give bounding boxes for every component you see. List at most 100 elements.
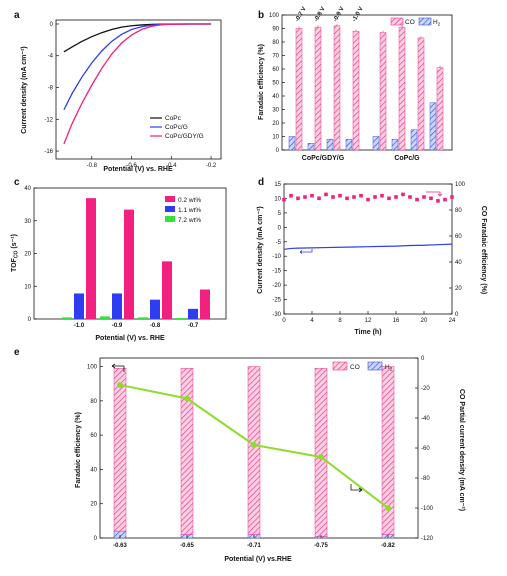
d-fe-point <box>429 196 433 201</box>
e-partial-current-point <box>117 382 123 388</box>
d-fe-point <box>296 196 300 201</box>
b-bar-h2 <box>429 102 437 151</box>
c-ytick-label: 30 <box>24 219 31 225</box>
c-ytick-label: 40 <box>24 186 31 192</box>
legend-swatch-7.2wt <box>165 216 175 222</box>
panel-b-y-ticks: 0 10 20 30 40 50 60 70 80 90 100 <box>269 13 285 154</box>
c-bar-0.2wt <box>86 198 96 319</box>
panel-e-label: e <box>14 347 20 358</box>
e-ytick-right-label: -120 <box>421 536 434 542</box>
b-potential-label: -0.9 V <box>333 6 346 23</box>
b-bar-co <box>295 28 303 151</box>
b-bar-h2 <box>372 136 380 151</box>
b-ytick-label: 60 <box>272 67 279 73</box>
arrow-right-axis-e <box>350 484 362 491</box>
a-xtick-label: -0.6 <box>126 163 137 169</box>
d-current-density-line <box>283 243 453 250</box>
d-fe-point <box>317 196 321 201</box>
panel-c-x-axis-label: Potential (V) vs. RHE <box>95 335 165 342</box>
e-ytick-label: 0 <box>94 536 98 542</box>
e-xtick-label: -0.65 <box>180 543 194 549</box>
panel-e-y-axis-label: Faradaic efficiency (%) <box>75 412 82 488</box>
d-ytick-label: -5 <box>276 240 282 246</box>
d-fe-point <box>359 193 363 198</box>
d-ytick-label: -20 <box>272 283 281 289</box>
arrow-right-axis <box>426 191 441 196</box>
b-ytick-label: 50 <box>272 81 279 87</box>
e-xtick-label: -0.71 <box>247 543 261 549</box>
e-ytick-label: 100 <box>87 365 98 371</box>
d-ytick-right-label: 80 <box>455 208 462 214</box>
b-ytick-label: 80 <box>272 40 279 46</box>
panel-b-y-axis-label: Faradaic efficiency (%) <box>258 44 265 120</box>
d-xtick-label: 20 <box>421 318 428 324</box>
panel-d-y-axis-label: Current density (mA cm⁻²) <box>257 206 264 293</box>
d-fe-point <box>366 197 370 202</box>
e-ytick-right-label: -100 <box>421 506 434 512</box>
panel-b-frame <box>281 14 453 151</box>
a-ytick-label: 0 <box>50 22 54 28</box>
d-ytick-label: 15 <box>274 182 281 188</box>
panel-a-label: a <box>14 10 20 21</box>
a-xtick-label: -0.2 <box>206 163 217 169</box>
d-fe-point <box>450 195 454 199</box>
panel-a-y-ticks: 0 -4 -8 -12 -16 <box>44 22 59 155</box>
a-ytick-label: -12 <box>44 117 53 123</box>
d-fe-point <box>338 193 342 198</box>
b-ytick-label: 10 <box>272 135 279 141</box>
panel-b-bars <box>288 23 444 151</box>
d-ytick-label: -15 <box>272 269 281 275</box>
a-ytick-label: -4 <box>48 54 54 60</box>
c-bar-7.2wt <box>176 318 186 319</box>
d-fe-point <box>422 195 426 199</box>
panel-c-bars: -1.0 -0.9 -0.8 -0.7 <box>62 198 210 329</box>
d-ytick-label: 0 <box>278 225 282 231</box>
c-xtick-label: -0.9 <box>112 323 123 329</box>
e-partial-current-point <box>251 442 257 448</box>
panel-e-y-axis-label-right: CO Partial current density (mA cm⁻²) <box>458 389 465 511</box>
d-fe-point <box>303 195 307 199</box>
e-bar-co <box>247 366 261 535</box>
legend-h2-e: H2 <box>385 364 393 372</box>
b-bar-h2 <box>326 138 334 151</box>
e-partial-current-point <box>385 505 391 511</box>
a-ytick-label: -16 <box>44 149 53 155</box>
c-xtick-label: -0.8 <box>150 323 161 329</box>
b-bar-co <box>417 37 425 151</box>
e-ytick-right-label: -20 <box>421 386 430 392</box>
panel-a-x-ticks: -0.8 -0.6 -0.4 -0.2 <box>87 156 217 169</box>
b-bar-h2 <box>307 143 315 151</box>
arrow-right-head <box>437 193 443 197</box>
panel-a-frame <box>55 19 222 160</box>
b-bar-co <box>436 67 444 151</box>
c-bar-1.1wt <box>112 293 122 319</box>
panel-e-bars: -0.63 -0.65 -0.71 -0.75 -0.82 <box>113 366 395 549</box>
legend-co: CO <box>405 19 415 26</box>
e-bar-co <box>113 368 127 532</box>
panel-e-axis-arrows <box>111 363 363 493</box>
panel-a-legend: CoPc CoPc/G CoPc/GDY/G <box>150 115 204 140</box>
d-fe-point <box>345 196 349 201</box>
panel-a: a 0 -4 -8 -12 -16 -0.8 -0.6 -0.4 -0.2 Current d… <box>14 10 222 173</box>
legend-h2: H2 <box>433 19 441 27</box>
panel-c-legend: 0.2 wt% 1.1 wt% 7.2 wt% <box>165 196 201 224</box>
b-bar-co <box>352 30 360 151</box>
c-bar-0.2wt <box>124 209 134 319</box>
c-bar-0.2wt <box>162 261 172 319</box>
panel-d-series <box>282 192 454 250</box>
d-xtick-label: 0 <box>282 318 286 324</box>
c-xtick-label: -0.7 <box>188 323 199 329</box>
e-bar-co <box>381 366 395 535</box>
d-fe-point <box>436 199 440 203</box>
d-fe-point <box>331 195 335 199</box>
legend-swatch-0.2wt <box>165 196 175 202</box>
d-fe-point <box>401 192 405 197</box>
b-ytick-label: 90 <box>272 27 279 33</box>
d-fe-point <box>310 193 314 198</box>
panel-e-ticks: 0 20 40 60 80 100 0 -20 -40 -60 -80 -100 -120 <box>87 356 434 542</box>
d-xtick-label: 16 <box>393 318 400 324</box>
b-bar-co <box>379 32 387 151</box>
c-ytick-label: 10 <box>24 284 31 290</box>
legend-swatch-co-e <box>332 361 348 371</box>
d-ytick-label: -10 <box>272 254 281 260</box>
